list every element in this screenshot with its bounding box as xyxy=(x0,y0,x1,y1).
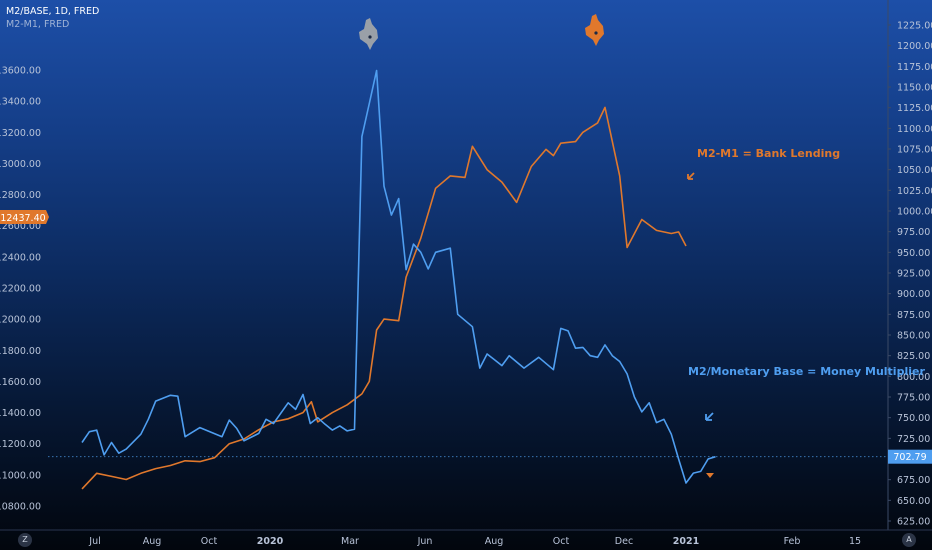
x-tick-label: Feb xyxy=(784,536,801,547)
x-tick-label: Dec xyxy=(615,536,633,547)
left-tick-label: 10800.00 xyxy=(0,502,41,513)
x-tick-label: Jul xyxy=(88,536,100,547)
right-tick-label: 1125.00 xyxy=(897,103,932,114)
left-price-tag-notch xyxy=(46,210,49,224)
left-tick-label: 12600.00 xyxy=(0,221,41,232)
triangle-marker-icon xyxy=(706,473,714,478)
right-tick-label: 825.00 xyxy=(897,351,930,362)
right-tick-label: 900.00 xyxy=(897,289,930,300)
right-price-tag-bg xyxy=(888,449,932,464)
timezone-button[interactable]: Z xyxy=(18,533,32,547)
blue-series-line xyxy=(81,69,716,484)
right-tick-label: 650.00 xyxy=(897,496,930,507)
x-tick-label: 15 xyxy=(849,536,861,547)
left-tick-label: 12200.00 xyxy=(0,284,41,295)
x-tick-label: Mar xyxy=(341,536,359,547)
legend-main-series[interactable]: M2/BASE, 1D, FRED xyxy=(6,6,100,17)
right-tick-label: 875.00 xyxy=(897,310,930,321)
map-pin-icon xyxy=(585,14,604,46)
x-tick-label: Aug xyxy=(485,536,504,547)
right-tick-label: 1175.00 xyxy=(897,62,932,73)
right-tick-label: 850.00 xyxy=(897,331,930,342)
x-axis: Jul Aug Oct 2020 Mar Jun Aug Oct Dec 2021 Feb 15 xyxy=(0,529,932,547)
right-tick-label: 1050.00 xyxy=(897,165,932,176)
left-tick-label: 11600.00 xyxy=(0,377,41,388)
arrow-down-left-icon xyxy=(705,412,714,421)
left-tick-label: 12800.00 xyxy=(0,190,41,201)
right-tick-label: 800.00 xyxy=(897,372,930,383)
left-tick-label: 13600.00 xyxy=(0,66,41,77)
right-tick-label: 775.00 xyxy=(897,393,930,404)
left-tick-label: 13400.00 xyxy=(0,97,41,108)
right-tick-label: 750.00 xyxy=(897,413,930,424)
left-price-tag-label: 12437.40 xyxy=(0,213,45,224)
x-tick-label: 2021 xyxy=(673,536,699,547)
pin-shape xyxy=(585,14,604,46)
x-tick-label: Aug xyxy=(143,536,162,547)
right-tick-label: 1100.00 xyxy=(897,124,932,135)
right-tick-label: 675.00 xyxy=(897,475,930,486)
right-tick-label: 1150.00 xyxy=(897,83,932,94)
right-tick-label: 975.00 xyxy=(897,227,930,238)
orange-series-line xyxy=(81,106,687,490)
pin-dot xyxy=(594,31,598,35)
right-tick-label: 625.00 xyxy=(897,517,930,528)
right-tick-label: 1225.00 xyxy=(897,21,932,32)
left-tick-label: 11800.00 xyxy=(0,346,41,357)
auto-scale-button[interactable]: A xyxy=(902,533,916,547)
series-layer xyxy=(48,69,886,490)
right-tick-label: 1000.00 xyxy=(897,207,932,218)
right-price-tag: 702.79 xyxy=(888,449,932,464)
arrow-down-left-icon xyxy=(687,172,695,180)
left-tick-label: 11400.00 xyxy=(0,408,41,419)
map-pin-icon xyxy=(359,18,378,50)
legend: M2/BASE, 1D, FRED M2-M1, FRED xyxy=(6,5,99,31)
right-price-tag-label: 702.79 xyxy=(893,452,926,463)
x-tick-label: Oct xyxy=(553,536,570,547)
left-tick-label: 12000.00 xyxy=(0,315,41,326)
legend-secondary-series[interactable]: M2-M1, FRED xyxy=(6,19,70,30)
pin-shape xyxy=(359,18,378,50)
x-tick-label: Jun xyxy=(417,536,433,547)
left-tick-label: 11000.00 xyxy=(0,470,41,481)
right-tick-label: 1025.00 xyxy=(897,186,932,197)
x-tick-label: Oct xyxy=(201,536,218,547)
markers-layer: M2-M1 = Bank Lending M2/Monetary Base = M… xyxy=(359,14,925,478)
right-tick-label: 1075.00 xyxy=(897,145,932,156)
pin-dot xyxy=(368,35,372,39)
left-price-tag: 12437.40 xyxy=(0,210,49,224)
left-axis: 10800.00 11000.00 11200.00 11400.00 11600.00… xyxy=(0,66,41,513)
left-tick-label: 13000.00 xyxy=(0,159,41,170)
right-tick-label: 1200.00 xyxy=(897,41,932,52)
x-tick-label: 2020 xyxy=(257,536,284,547)
left-price-tag-bg xyxy=(0,210,46,224)
left-tick-label: 13200.00 xyxy=(0,128,41,139)
left-tick-label: 11200.00 xyxy=(0,439,41,450)
price-tags-layer: 12437.40 702.79 xyxy=(0,210,932,464)
right-tick-label: 725.00 xyxy=(897,434,930,445)
right-tick-label: 950.00 xyxy=(897,248,930,259)
annotation-money-multiplier: M2/Monetary Base = Money Multiplier xyxy=(688,365,925,378)
right-tick-label: 925.00 xyxy=(897,269,930,280)
annotation-bank-lending: M2-M1 = Bank Lending xyxy=(697,147,840,160)
left-tick-label: 12400.00 xyxy=(0,252,41,263)
